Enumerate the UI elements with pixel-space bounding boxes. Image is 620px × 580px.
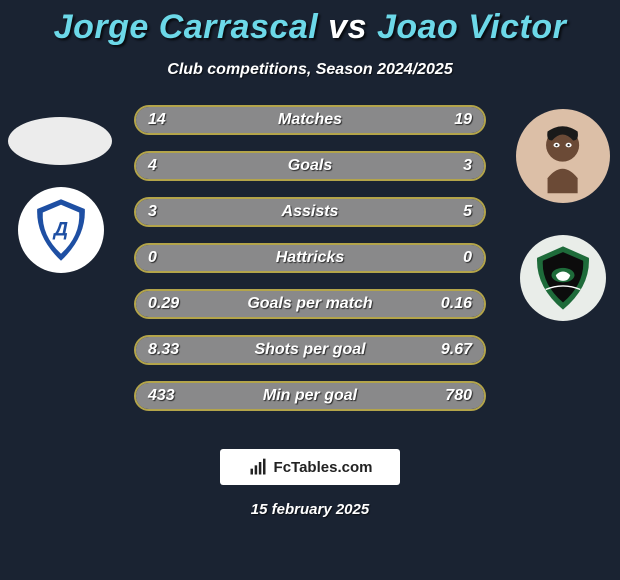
chart-icon [248,457,268,477]
stat-label: Matches [278,111,342,129]
player2-club-badge [520,235,606,321]
player1-club-badge: Д [18,187,104,273]
stat-bars: 14 19 Matches 4 3 Goals 3 5 Assists 0 0 Hattricks 0.… [134,105,486,411]
stat-value-right: 5 [463,203,472,221]
stat-value-left: 0.29 [148,295,179,313]
stat-row: 8.33 9.67 Shots per goal [134,335,486,365]
date-text: 15 february 2025 [0,501,620,518]
stat-value-left: 4 [148,157,157,175]
svg-text:Д: Д [52,219,68,241]
stat-value-left: 433 [148,387,175,405]
player2-name: Joao Victor [377,8,566,46]
stat-value-left: 14 [148,111,166,129]
stat-row: 433 780 Min per goal [134,381,486,411]
content-root: Jorge Carrascal vs Joao Victor Club comp… [0,0,620,580]
stat-row: 14 19 Matches [134,105,486,135]
stat-value-right: 0.16 [441,295,472,313]
page-title: Jorge Carrascal vs Joao Victor [0,0,620,47]
stat-value-right: 3 [463,157,472,175]
player1-avatar [8,117,112,165]
stat-value-right: 0 [463,249,472,267]
club-shield-icon [527,242,599,314]
club-shield-icon: Д [26,195,96,265]
stat-value-right: 19 [454,111,472,129]
stat-label: Assists [282,203,339,221]
stat-value-left: 0 [148,249,157,267]
logo-text: FcTables.com [274,459,373,476]
site-logo: FcTables.com [220,449,400,485]
stat-label: Hattricks [276,249,344,267]
vs-text: vs [328,8,367,46]
stat-value-left: 3 [148,203,157,221]
face-icon [525,118,600,193]
stat-row: 4 3 Goals [134,151,486,181]
player2-avatar [516,109,610,203]
stat-label: Goals [288,157,332,175]
stats-area: Д 14 19 Matches 4 3 Goals 3 5 Assists 0 0 Hattricks… [0,105,620,423]
stat-value-right: 9.67 [441,341,472,359]
stat-value-right: 780 [445,387,472,405]
player1-name: Jorge Carrascal [54,8,319,46]
stat-row: 0 0 Hattricks [134,243,486,273]
stat-label: Min per goal [263,387,357,405]
stat-row: 0.29 0.16 Goals per match [134,289,486,319]
subtitle: Club competitions, Season 2024/2025 [0,61,620,79]
stat-label: Shots per goal [254,341,365,359]
stat-row: 3 5 Assists [134,197,486,227]
stat-label: Goals per match [247,295,372,313]
stat-fill-right [334,153,484,179]
stat-value-left: 8.33 [148,341,179,359]
